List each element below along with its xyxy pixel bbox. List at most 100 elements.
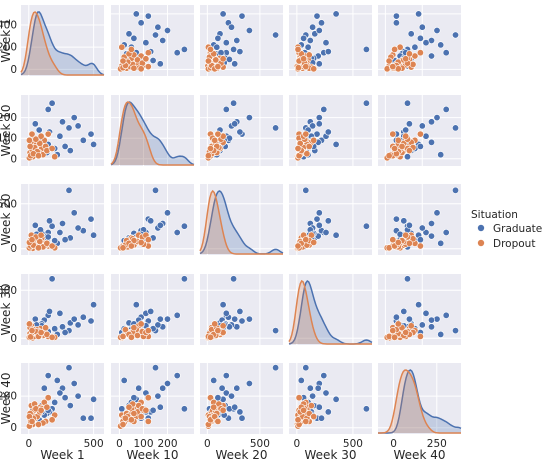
- point-graduate: [402, 126, 410, 134]
- point-graduate: [433, 26, 441, 34]
- panel-week-1-vs-week-30: [289, 5, 372, 76]
- point-graduate: [427, 232, 435, 240]
- point-graduate: [238, 414, 246, 422]
- point-graduate: [79, 414, 87, 422]
- point-dropout: [119, 57, 127, 65]
- point-dropout: [204, 57, 212, 65]
- panel-week-30-vs-week-20: [200, 274, 283, 345]
- point-graduate: [40, 384, 48, 392]
- point-graduate: [35, 126, 43, 134]
- point-graduate: [74, 321, 82, 329]
- panel-week-10-vs-week-40: [378, 95, 461, 166]
- panel-week-1-vs-week-10: [111, 5, 194, 76]
- point-dropout: [125, 403, 133, 411]
- point-graduate: [51, 398, 59, 406]
- point-dropout: [44, 130, 52, 138]
- point-dropout: [305, 51, 313, 59]
- point-graduate: [152, 364, 160, 372]
- panel-week-40-vs-week-30: [289, 363, 372, 434]
- legend-marker-graduate: [477, 224, 485, 232]
- y-tick-label: 500: [0, 198, 17, 210]
- point-graduate: [442, 105, 450, 113]
- point-graduate: [137, 19, 145, 27]
- point-graduate: [44, 233, 52, 241]
- point-graduate: [392, 215, 400, 223]
- point-graduate: [362, 45, 370, 53]
- point-graduate: [66, 147, 74, 155]
- point-dropout: [207, 45, 215, 53]
- point-graduate: [233, 384, 241, 392]
- point-dropout: [385, 152, 393, 160]
- point-graduate: [324, 48, 332, 56]
- density-line-graduate: [20, 11, 105, 76]
- point-dropout: [219, 55, 227, 63]
- point-graduate: [238, 12, 246, 20]
- point-dropout: [144, 394, 152, 402]
- point-graduate: [222, 105, 230, 113]
- point-dropout: [391, 333, 399, 341]
- density-area-dropout: [289, 281, 372, 344]
- x-tick-label: 200: [158, 438, 178, 450]
- point-dropout: [214, 130, 222, 138]
- point-dropout: [144, 327, 152, 335]
- point-graduate: [173, 229, 181, 237]
- point-graduate: [56, 309, 64, 317]
- point-graduate: [309, 392, 317, 400]
- point-dropout: [144, 49, 152, 57]
- point-graduate: [418, 224, 426, 232]
- point-dropout: [121, 414, 129, 422]
- point-graduate: [79, 136, 87, 144]
- point-graduate: [173, 311, 181, 319]
- point-graduate: [422, 229, 430, 237]
- point-dropout: [28, 327, 36, 335]
- point-graduate: [210, 376, 218, 384]
- point-dropout: [44, 394, 52, 402]
- point-graduate: [118, 405, 126, 413]
- point-graduate: [230, 275, 238, 283]
- point-graduate: [56, 229, 64, 237]
- legend-entry-graduate: Graduate: [493, 223, 542, 235]
- point-dropout: [416, 332, 424, 340]
- y-tick-label: 0: [10, 422, 17, 434]
- y-tick-label: 0: [10, 153, 17, 165]
- x-tick-label: 500: [343, 438, 363, 450]
- y-tick-label: 200: [0, 391, 17, 403]
- point-dropout: [219, 322, 227, 330]
- y-tick-label: 0: [10, 243, 17, 255]
- point-graduate: [222, 372, 230, 380]
- point-dropout: [394, 136, 402, 144]
- point-dropout: [137, 65, 145, 73]
- point-graduate: [164, 209, 172, 217]
- point-graduate: [451, 124, 459, 132]
- point-graduate: [56, 132, 64, 140]
- point-dropout: [307, 402, 315, 410]
- density-area-graduate: [289, 281, 372, 344]
- point-graduate: [48, 275, 56, 283]
- point-graduate: [214, 34, 222, 42]
- point-dropout: [310, 238, 318, 246]
- point-graduate: [332, 140, 340, 148]
- point-graduate: [416, 236, 424, 244]
- point-graduate: [152, 186, 160, 194]
- panel-week-40-vs-week-40: [378, 363, 462, 434]
- point-graduate: [451, 327, 459, 335]
- y-tick-label: 500: [0, 285, 17, 297]
- panel-week-40-vs-week-20: [200, 363, 283, 434]
- point-graduate: [70, 315, 78, 323]
- point-graduate: [125, 30, 133, 38]
- point-dropout: [405, 50, 413, 58]
- point-dropout: [130, 64, 138, 72]
- point-graduate: [415, 10, 423, 18]
- point-graduate: [272, 31, 280, 39]
- density-line-dropout: [110, 101, 194, 166]
- point-dropout: [416, 242, 424, 250]
- point-graduate: [149, 56, 157, 64]
- point-graduate: [403, 275, 411, 283]
- point-graduate: [164, 26, 172, 34]
- point-dropout: [130, 409, 138, 417]
- x-axis-label: Week 10: [127, 448, 179, 462]
- point-graduate: [315, 114, 323, 122]
- point-graduate: [66, 402, 74, 410]
- point-dropout: [48, 333, 56, 341]
- panel-week-20-vs-week-10: [111, 184, 194, 255]
